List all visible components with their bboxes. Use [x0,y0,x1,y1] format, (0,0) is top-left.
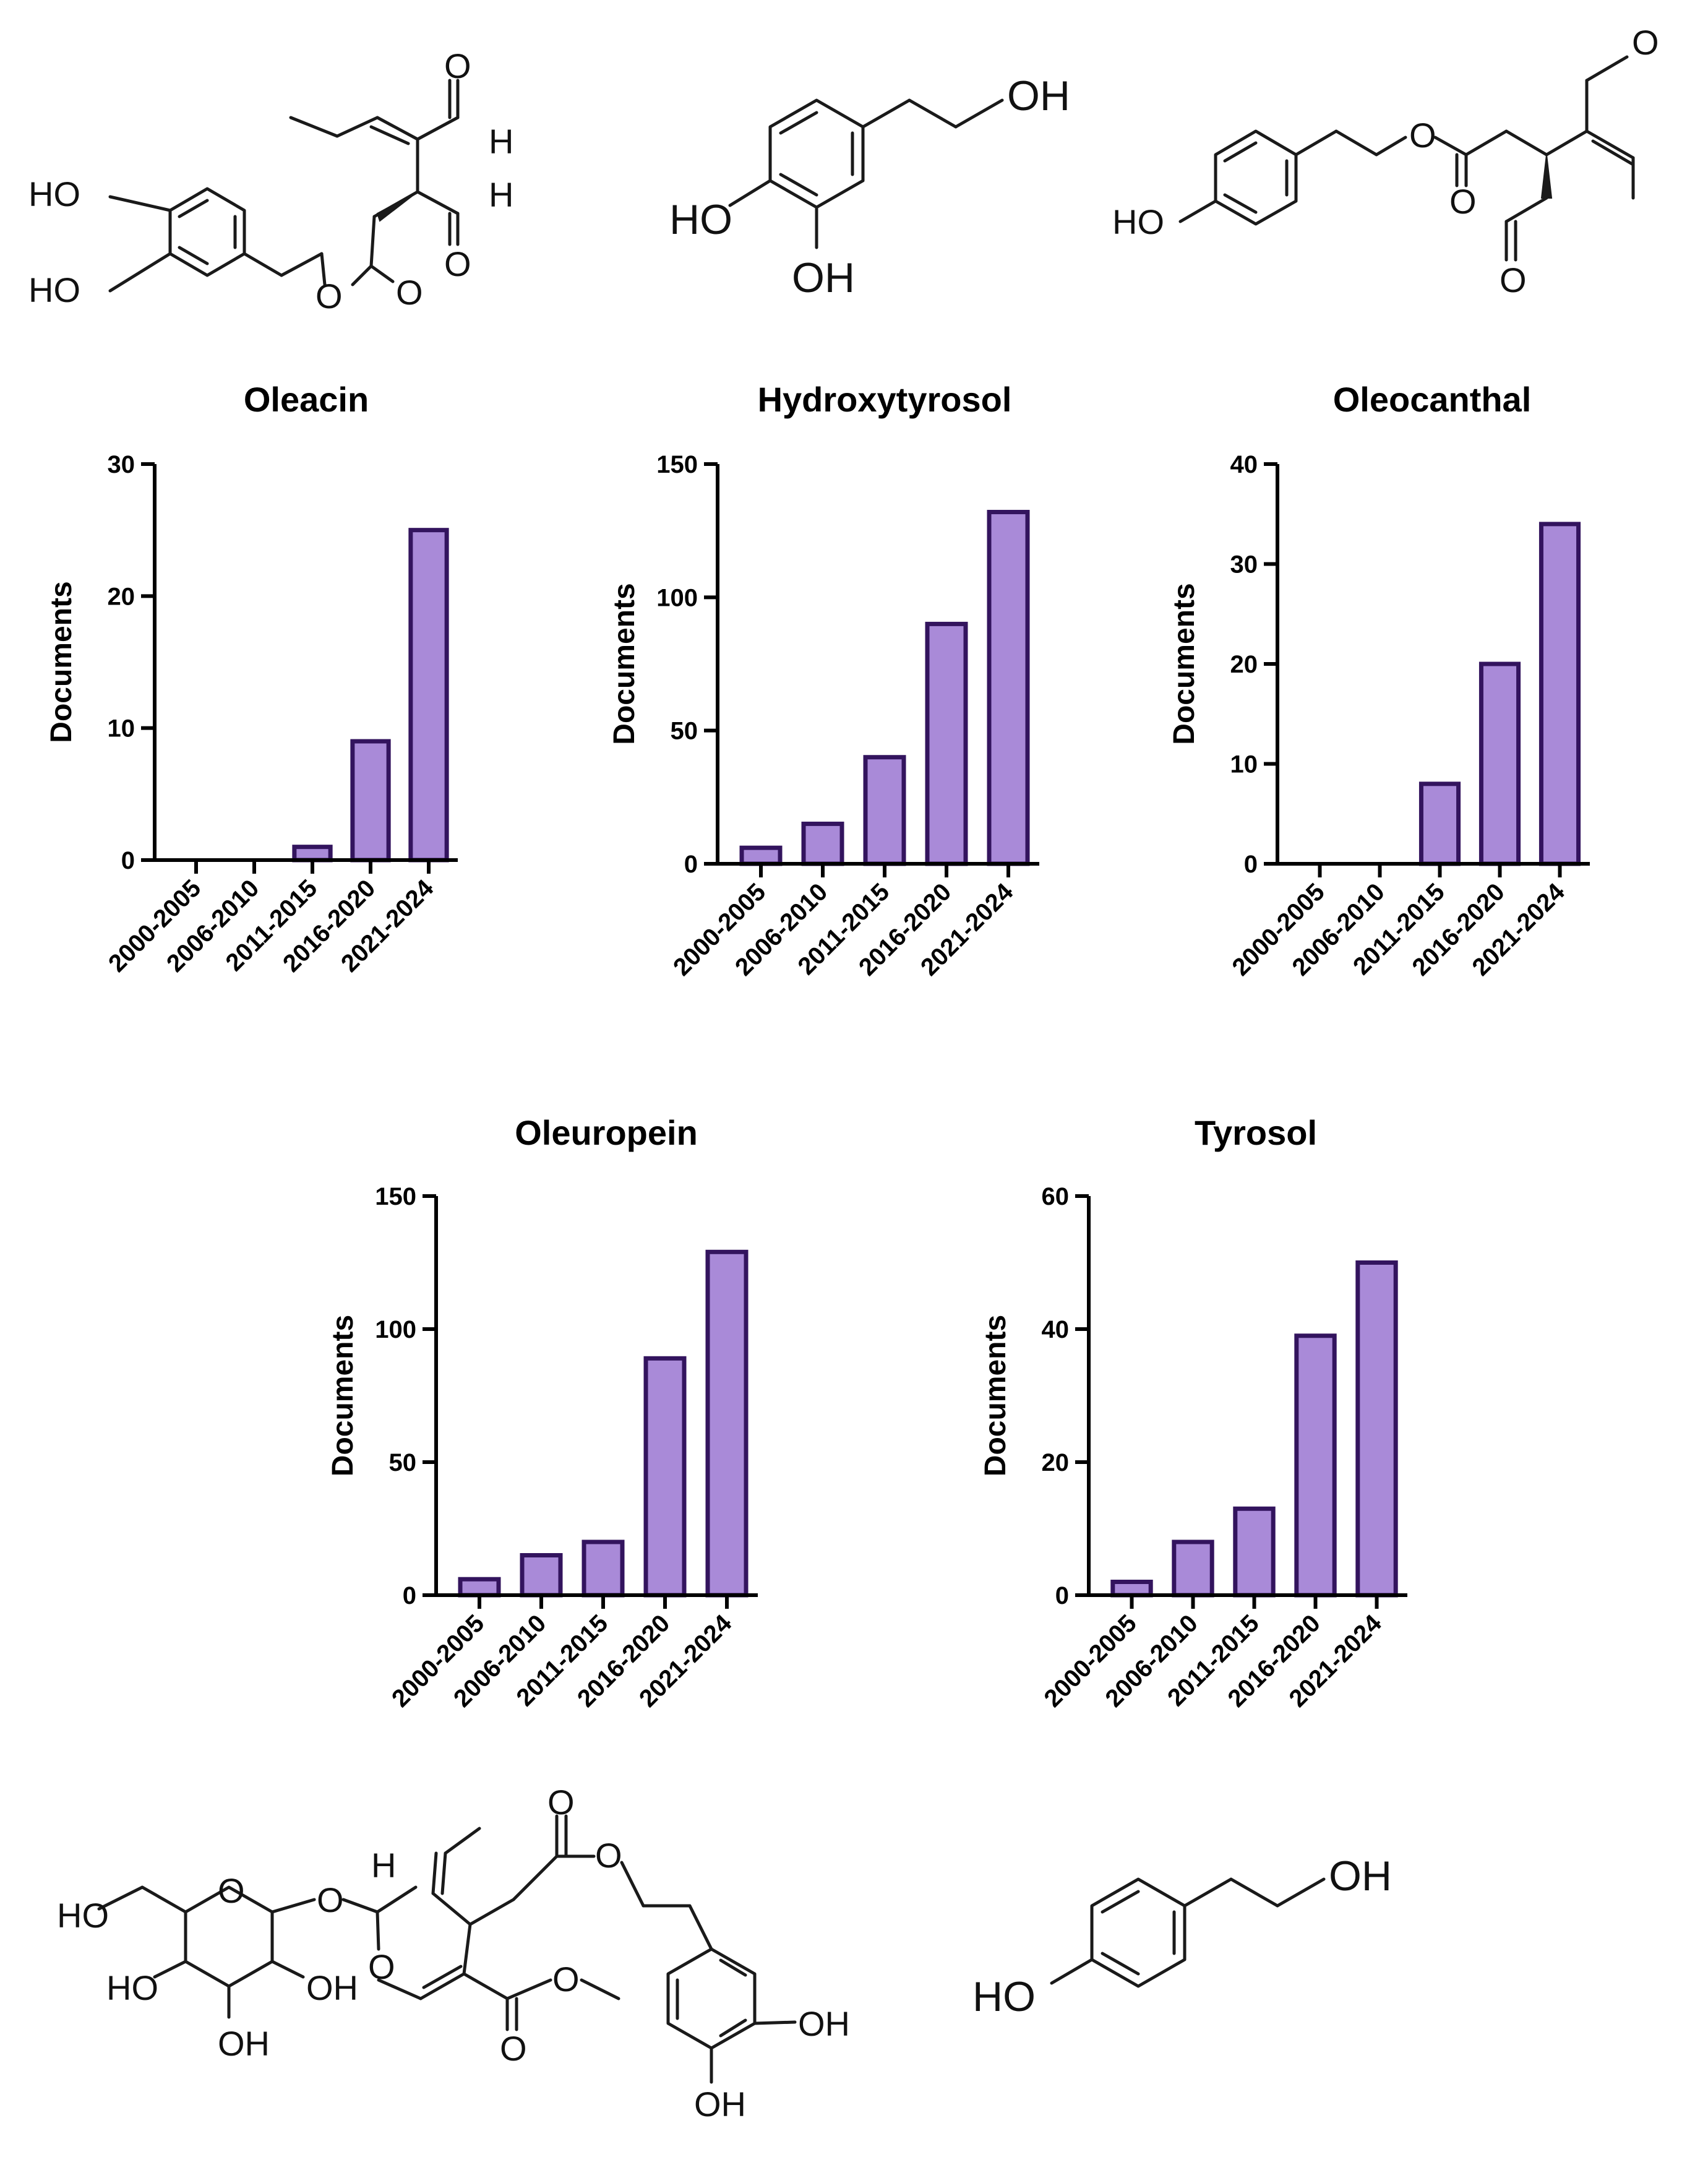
bar-2000-2005 [1110,1580,1153,1598]
bar-2021-2024 [408,528,449,863]
oleuropein-structure: HO O O H HO OH OH O O O O O OH OH [57,1783,850,2124]
bar-2011-2015 [1233,1506,1276,1598]
oleacin-structure: HO HO O O O H O H [28,46,513,316]
tyrosol-atom-ho: HO [972,1973,1036,2020]
oleuropein-atom-o-ring-1: O [218,1871,245,1910]
chart-tyrosol: TyrosolDocuments02040602000-20052006-201… [979,1113,1407,1713]
y-tick-label: 40 [1042,1316,1070,1343]
y-tick-label: 20 [1042,1449,1070,1476]
chart-title: Oleocanthal [1333,380,1532,419]
oleocanthal-atom-o-aldehyde-1: O [1632,23,1659,62]
bar-2006-2010 [520,1553,563,1598]
tyrosol-structure: OH HO [972,1853,1392,2020]
y-tick-label: 150 [656,451,698,478]
oleacin-atom-o-carbonyl: O [396,273,423,312]
oleacin-atom-ho-1: HO [28,174,80,213]
oleacin-atom-o-aldehyde-2: O [444,244,471,283]
oleuropein-atom-o-carbonyl-1: O [547,1783,575,1822]
y-tick-label: 50 [671,718,698,745]
oleacin-atom-o-aldehyde-1: O [444,46,471,85]
chart-oleocanthal: OleocanthalDocuments0102030402000-200520… [1168,380,1590,981]
bar-2021-2024 [1538,522,1581,866]
oleuropein-atom-o-ring-2: O [368,1947,395,1986]
y-tick-label: 50 [389,1449,417,1476]
bar-2016-2020 [350,739,391,863]
bar-2006-2010 [801,821,844,866]
bar-2016-2020 [643,1356,687,1598]
tyrosol-atom-oh: OH [1329,1853,1392,1900]
y-tick-label: 40 [1230,451,1258,478]
bar-2011-2015 [581,1539,625,1598]
oleuropein-atom-oh-4: OH [694,2085,746,2124]
oleuropein-atom-oh-2: OH [218,2024,270,2063]
oleuropein-atom-o-ester-1: O [595,1836,622,1875]
y-tick-label: 10 [1230,751,1258,778]
oleuropein-atom-oh-1: OH [306,1968,358,2007]
bar-2016-2020 [925,621,968,866]
oleocanthal-structure: HO O O O O [1112,23,1659,299]
hydroxytyrosol-atom-oh-side: OH [1007,72,1070,119]
oleocanthal-atom-ho: HO [1112,202,1164,241]
charts-layer: OleacinDocuments01020302000-20052006-201… [45,380,1590,1713]
oleacin-atom-h-1: H [489,122,513,161]
oleocanthal-atom-o-carbonyl: O [1449,182,1477,221]
y-axis-label: Documents [327,1315,359,1476]
y-axis-label: Documents [45,581,78,743]
y-tick-label: 100 [375,1316,416,1343]
chart-oleacin: OleacinDocuments01020302000-20052006-201… [45,380,458,978]
y-tick-label: 60 [1042,1183,1070,1210]
bar-2021-2024 [987,510,1030,866]
bar-2021-2024 [1355,1260,1398,1598]
oleuropein-atom-oh-3: OH [798,2004,850,2043]
y-tick-label: 30 [108,451,135,478]
hydroxytyrosol-structure: OH HO OH [669,72,1070,301]
oleuropein-atom-h: H [371,1846,396,1885]
hydroxytyrosol-atom-oh-ring: OH [792,254,855,301]
y-tick-label: 150 [375,1183,416,1210]
y-axis-label: Documents [608,583,641,744]
oleacin-atom-ho-2: HO [28,270,80,309]
chart-title: Tyrosol [1195,1113,1317,1152]
y-tick-label: 100 [656,584,698,611]
y-tick-label: 0 [121,847,135,874]
oleacin-atom-o-ester: O [315,277,343,316]
bar-2011-2015 [292,845,333,863]
y-tick-label: 30 [1230,551,1258,579]
oleocanthal-atom-o-ester: O [1409,116,1436,155]
oleuropein-atom-o-ester-2: O [552,1960,580,1999]
bar-2006-2010 [1172,1539,1214,1598]
oleuropein-atom-ho-2: HO [106,1968,158,2007]
oleuropein-atom-o-carbonyl-2: O [500,2029,527,2068]
chart-oleuropein: OleuropeinDocuments0501001502000-2005200… [327,1113,758,1713]
oleacin-atom-h-2: H [489,175,513,214]
oleuropein-atom-ho-1: HO [57,1896,109,1935]
y-tick-label: 0 [1244,851,1258,878]
y-tick-label: 0 [403,1582,416,1609]
bar-2016-2020 [1294,1333,1337,1598]
oleuropein-atom-o-glycosidic: O [317,1880,344,1919]
chart-title: Hydroxytyrosol [758,380,1012,419]
oleocanthal-atom-o-aldehyde-2: O [1500,260,1527,299]
bar-2000-2005 [739,845,783,866]
bar-2011-2015 [863,755,906,866]
bar-2016-2020 [1478,661,1521,866]
chart-hydroxytyrosol: HydroxytyrosolDocuments0501001502000-200… [608,380,1039,981]
y-tick-label: 0 [684,851,698,878]
chart-title: Oleuropein [515,1113,698,1152]
y-axis-label: Documents [979,1315,1012,1476]
bar-2011-2015 [1418,781,1461,866]
bar-2021-2024 [705,1249,749,1598]
y-tick-label: 20 [108,583,135,610]
y-axis-label: Documents [1168,583,1201,744]
bar-2000-2005 [458,1577,501,1598]
y-tick-label: 0 [1055,1582,1069,1609]
chart-title: Oleacin [244,380,369,419]
hydroxytyrosol-atom-ho: HO [669,196,732,243]
y-tick-label: 10 [108,715,135,743]
y-tick-label: 20 [1230,651,1258,678]
